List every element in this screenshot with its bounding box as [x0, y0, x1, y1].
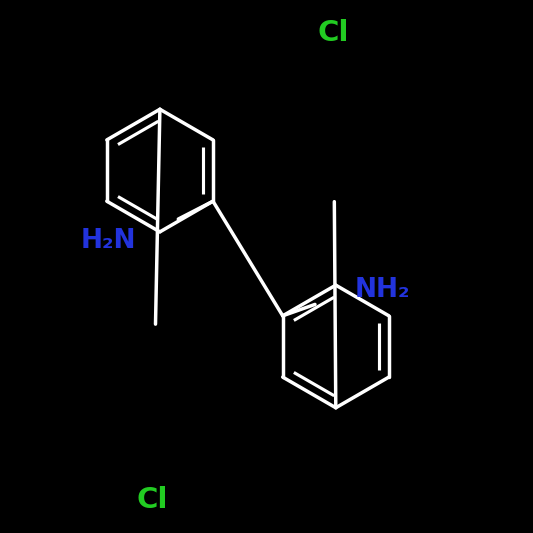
Text: NH₂: NH₂ — [354, 278, 410, 303]
Text: Cl: Cl — [317, 19, 349, 47]
Text: Cl: Cl — [136, 486, 168, 514]
Text: H₂N: H₂N — [80, 228, 136, 254]
